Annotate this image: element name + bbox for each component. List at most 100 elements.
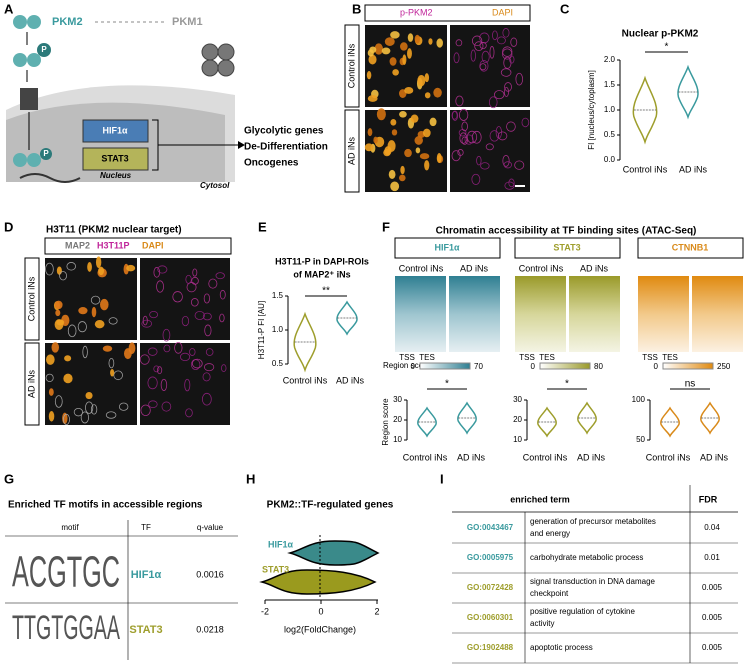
label: 250 [717,362,731,371]
cell [55,309,61,317]
cell [208,278,218,289]
panel-label: H [246,471,255,486]
cell [436,38,443,48]
label: GO:0060301 [467,613,514,622]
label: TES [539,353,555,362]
pkm2-dimer [27,153,41,167]
box [44,237,232,255]
cell [204,324,212,337]
label: AD iNs [679,164,708,174]
y-tick-label: 10 [513,435,522,444]
cell [161,401,172,412]
colorbar [539,362,591,370]
cell [436,153,442,164]
cell [179,352,191,362]
cell [376,108,386,121]
cell [90,295,101,305]
box [637,237,744,259]
box [514,237,621,259]
cell [73,407,84,417]
box [395,276,446,352]
cell [502,154,510,167]
cell [66,262,76,271]
cell [91,306,97,318]
colorbar [419,362,471,370]
phospho [37,43,51,57]
cell [157,265,168,274]
cell [476,155,482,166]
label: log2(FoldChange) [284,624,356,634]
cell [502,46,513,57]
cell [497,36,506,45]
label: HIF1α [102,125,128,135]
label: AD iNs [577,452,606,462]
label: Control iNs [283,375,328,385]
y-tick-label: 10 [393,435,402,444]
cell [194,311,205,320]
label: TES [662,353,678,362]
violin [457,401,477,435]
cell [202,372,211,382]
cell [458,108,469,121]
cell [203,363,215,372]
cell [502,28,510,38]
panel-label: F [382,219,390,234]
label: apoptotic process [530,643,593,652]
violin [417,406,437,438]
label: FDR [699,494,718,504]
cell [489,130,500,142]
cell [464,134,474,145]
label: STAT3 [553,242,580,252]
cell [172,291,183,303]
label: P [43,149,49,158]
cell [433,87,442,98]
cell [219,313,225,323]
cell [489,46,495,59]
cell [59,271,68,281]
label: 0.005 [702,583,723,592]
cell [510,37,518,47]
violin [293,311,317,373]
cell [51,342,59,353]
cell [521,117,530,128]
pkm2-dimer [13,53,27,67]
label: HIF1α [131,569,162,581]
cell [54,395,63,408]
cell [414,136,423,145]
y-tick-label: 1.0 [604,105,616,114]
cell [479,63,487,71]
label: generation of precursor metabolites [530,517,656,526]
box [344,24,360,108]
violin [660,406,680,438]
label: DAPI [492,7,513,17]
y-tick-label: 2.0 [604,55,616,64]
cell [428,38,433,45]
label: signal transduction in DNA damage [530,577,656,586]
cell [390,181,400,192]
label: Chromatin accessibility at TF binding si… [436,226,697,237]
cell [95,256,102,269]
y-tick-label: 0.5 [272,359,284,368]
label: motif [61,523,79,532]
label: p-PKM2 [400,7,433,17]
cell [78,307,88,315]
cell [94,319,105,329]
label: 0.005 [702,613,723,622]
cell [185,408,193,418]
cell [184,378,191,392]
cell [148,400,158,409]
cell [367,95,378,102]
panel-label: E [258,219,267,234]
cell [80,411,90,424]
motif-logo: ACGTGC [12,548,120,597]
cell [46,354,55,365]
cell [503,86,509,97]
y-tick-label: 30 [513,395,522,404]
label: TES [419,353,435,362]
label: PKM2::TF-regulated genes [267,500,394,511]
label: H3T11-P FI [AU] [257,301,266,359]
label: Control iNs [623,164,668,174]
label: 0.01 [704,553,720,562]
cell [45,262,54,276]
cell [205,348,214,356]
